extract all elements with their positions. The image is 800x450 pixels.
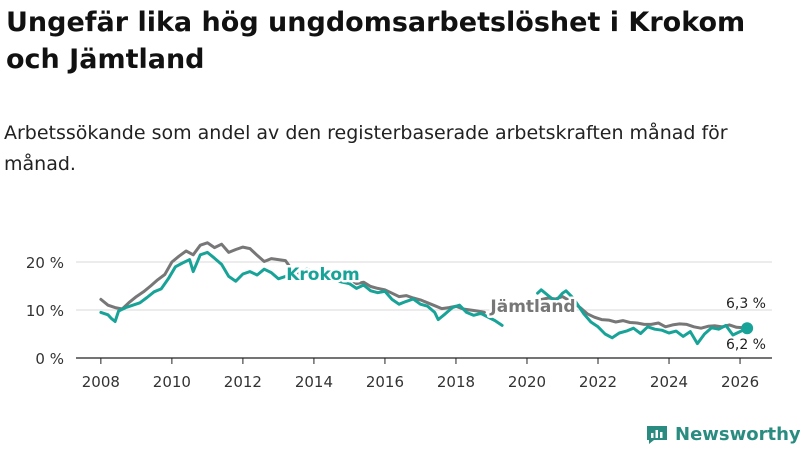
series-line-krokom: [99, 250, 504, 327]
x-tick-label: 2018: [437, 373, 475, 391]
x-tick-label: 2010: [153, 373, 191, 391]
newsworthy-logo-icon: [647, 426, 667, 444]
gridlines: [76, 261, 772, 311]
series-label-krokom: Krokom: [286, 265, 359, 285]
x-tick-label: 2012: [224, 373, 262, 391]
x-tick-label: 2014: [295, 373, 333, 391]
y-tick-label: 0 %: [35, 350, 64, 368]
y-tick-label: 20 %: [26, 254, 64, 272]
brand-name: Newsworthy: [675, 423, 800, 445]
series-line-krokom: [536, 288, 749, 346]
series-labels: 6,3 % 6,2 % Krokom Jämtland: [284, 263, 766, 354]
series-lines: [99, 241, 754, 346]
x-tick-label: 2020: [508, 373, 546, 391]
chart-subtitle: Arbetssökande som andel av den registerb…: [4, 122, 728, 175]
x-tick-label: 2024: [650, 373, 688, 391]
end-label-krokom: 6,2 %: [726, 337, 766, 353]
series-line-jämtland: [99, 241, 486, 314]
endpoint-marker-krokom: [741, 322, 754, 335]
x-tick-label: 2022: [579, 373, 617, 391]
x-tick-label: 2026: [721, 373, 759, 391]
end-label-jamtland: 6,3 %: [726, 296, 766, 312]
brand-logo: Newsworthy: [645, 420, 800, 448]
x-tick-label: 2016: [366, 373, 404, 391]
y-tick-label: 10 %: [26, 302, 64, 320]
x-tick-label: 2008: [82, 373, 120, 391]
series-label-jamtland: Jämtland: [489, 297, 575, 317]
chart-title: Ungefär lika hög ungdomsarbetslöshet i K…: [6, 7, 746, 75]
axes: 0 % 10 % 20 % 2008 2010 2012 2014 2016 2018 2020 2…: [26, 254, 772, 391]
